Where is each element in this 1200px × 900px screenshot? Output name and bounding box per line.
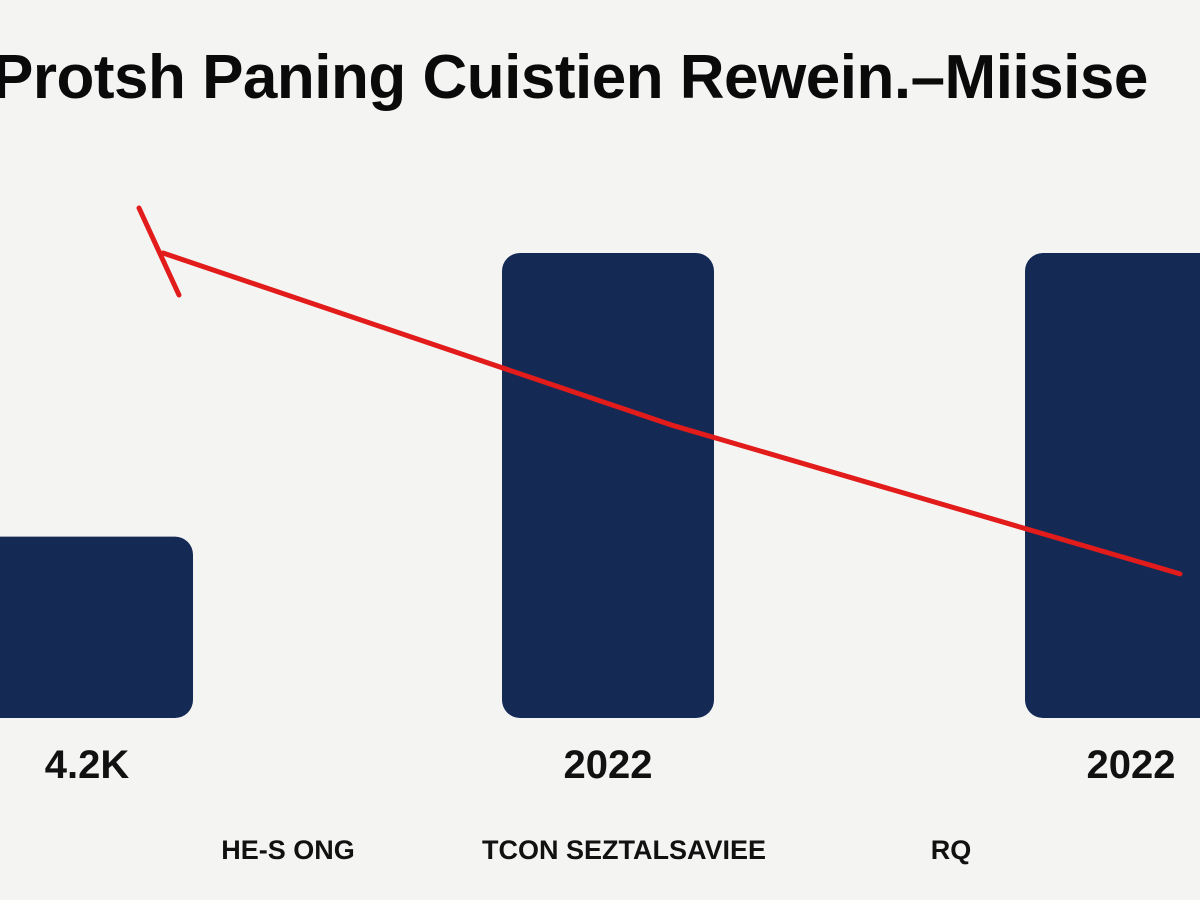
- chart-title: Protsh Paning Cuistien Rewein.–Miisise: [0, 43, 1148, 112]
- footer-label-1: TCON SEZTALSAVIEE: [482, 835, 766, 865]
- category-label-0: 4.2K: [45, 743, 130, 787]
- trend-line: [160, 250, 1183, 577]
- trend-line-start-marker: [136, 205, 182, 298]
- bar-1: [502, 253, 714, 718]
- category-label-2: 2022: [1087, 743, 1176, 787]
- footer-label-0: HE-S ONG: [221, 835, 355, 865]
- footer-label-2: RQ: [931, 835, 972, 865]
- bar-0: [0, 536, 193, 718]
- bar-2: [1025, 253, 1200, 718]
- category-label-1: 2022: [564, 743, 653, 787]
